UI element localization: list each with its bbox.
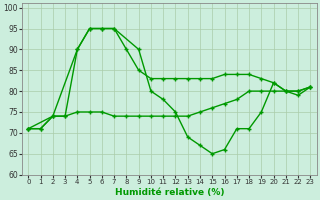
X-axis label: Humidité relative (%): Humidité relative (%) [115,188,224,197]
